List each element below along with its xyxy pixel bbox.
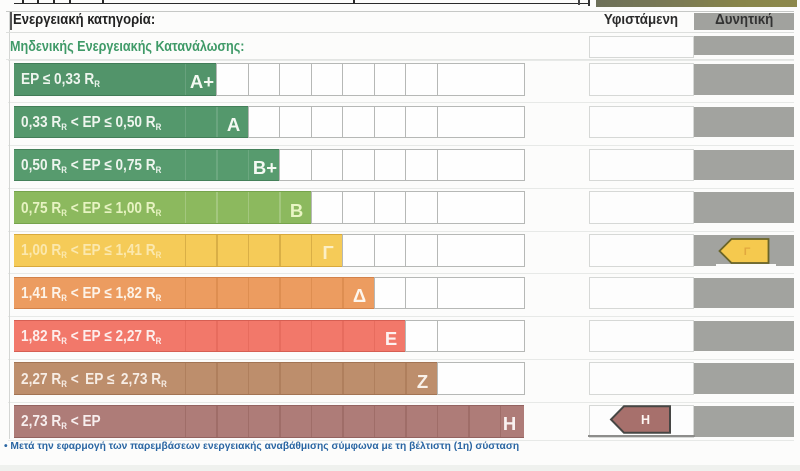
svg-text:Γ: Γ xyxy=(744,246,751,258)
svg-text:Η: Η xyxy=(641,413,650,427)
